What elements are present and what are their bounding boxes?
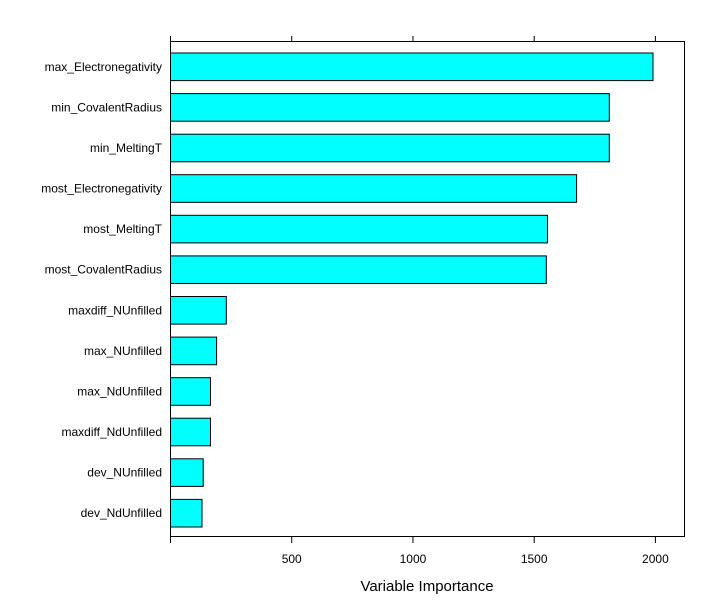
bar-min_CovalentRadius [170, 93, 610, 122]
category-label: dev_NdUnfilled [81, 506, 162, 520]
category-label: max_NUnfilled [84, 344, 162, 358]
x-tick-label: 500 [282, 552, 302, 566]
category-label: most_CovalentRadius [45, 263, 162, 277]
bar-maxdiff_NdUnfilled [170, 417, 211, 447]
bar-most_Electronegativity [170, 174, 578, 203]
x-ticks-group: 500 1000 1500 2000 [170, 36, 669, 566]
x-tick-label: 1000 [400, 552, 427, 566]
category-label: min_MeltingT [90, 141, 163, 155]
x-tick-label: 1500 [521, 552, 548, 566]
x-axis-label: Variable Importance [360, 578, 493, 595]
bar-max_NdUnfilled [170, 377, 211, 406]
bar-most_MeltingT [170, 214, 548, 244]
category-label: most_Electronegativity [41, 182, 162, 196]
category-label: dev_NUnfilled [87, 466, 162, 480]
bar-max_NUnfilled [170, 336, 218, 366]
bar-min_MeltingT [170, 133, 610, 163]
bars-group [170, 52, 654, 528]
category-labels-group: max_Electronegativity min_CovalentRadiusm… [41, 60, 162, 520]
category-label: maxdiff_NUnfilled [68, 303, 162, 317]
bar-maxdiff_NUnfilled [170, 296, 227, 325]
bar-dev_NdUnfilled [170, 498, 203, 528]
x-tick-label: 2000 [642, 552, 669, 566]
category-label: max_Electronegativity [45, 60, 162, 74]
bar-max_Electronegativity [170, 52, 654, 82]
category-label: maxdiff_NdUnfilled [62, 425, 163, 439]
category-label: most_MeltingT [83, 222, 162, 236]
plot-frame [170, 41, 685, 537]
bar-dev_NUnfilled [170, 458, 204, 487]
bar-most_CovalentRadius [170, 255, 547, 284]
category-label: min_CovalentRadius [51, 100, 162, 114]
category-label: max_NdUnfilled [77, 385, 162, 399]
